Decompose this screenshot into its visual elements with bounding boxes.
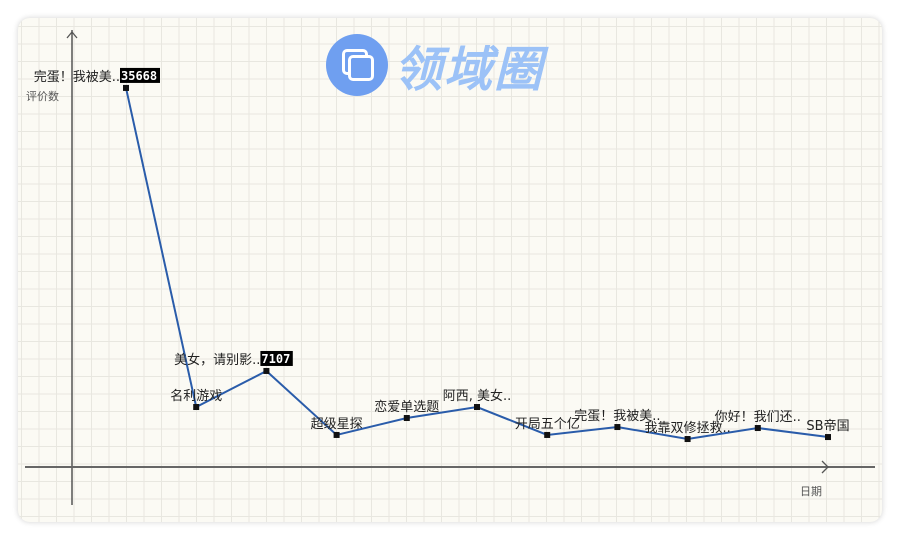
category-label: 超级星探 xyxy=(311,417,363,432)
data-point xyxy=(825,434,831,441)
y-axis-arrow-icon xyxy=(66,30,78,39)
category-label: 完蛋！我被美.. xyxy=(34,70,120,85)
category-label: 名利游戏 xyxy=(170,388,222,404)
value-label-bg xyxy=(120,67,160,83)
data-point xyxy=(544,431,551,438)
series-line xyxy=(125,87,829,441)
value-label: 7107 xyxy=(261,352,290,366)
data-point xyxy=(403,415,410,422)
y-axis-label: 评价数 xyxy=(26,90,59,103)
data-point xyxy=(614,424,621,431)
category-label: 我靠双修拯救.. xyxy=(644,420,730,436)
category-label: SB帝国 xyxy=(806,418,849,434)
logo-icon xyxy=(326,34,388,96)
watermark-logo: 领域圈 xyxy=(326,30,544,100)
category-label: 美女，请别影.. xyxy=(174,352,260,368)
category-label: 你好！我们还.. xyxy=(715,410,801,425)
x-axis-arrow-icon xyxy=(821,460,829,474)
logo-text: 领域圈 xyxy=(394,42,545,98)
data-point xyxy=(193,404,200,411)
data-point xyxy=(754,425,761,432)
category-label: 恋爱单选题 xyxy=(374,399,439,415)
data-point xyxy=(333,431,340,438)
x-axis-label: 日期 xyxy=(800,485,822,498)
data-point xyxy=(263,367,270,374)
category-label: 完蛋！我被美.. xyxy=(574,409,660,424)
chart-card xyxy=(18,18,882,522)
value-label-bg xyxy=(260,350,293,366)
data-point xyxy=(474,404,480,411)
data-point xyxy=(684,436,691,443)
value-label: 35668 xyxy=(121,69,157,83)
category-label: 阿西, 美女.. xyxy=(443,388,512,404)
category-label: 开局五个亿 xyxy=(515,417,580,432)
data-point xyxy=(123,84,129,91)
